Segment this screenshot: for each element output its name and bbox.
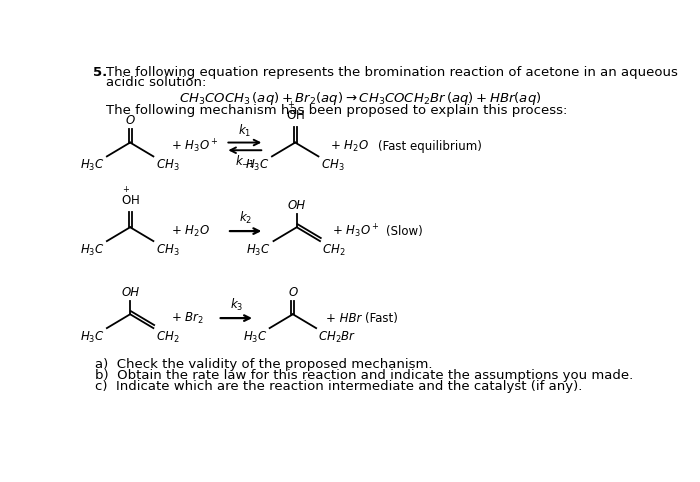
Text: The following equation represents the bromination reaction of acetone in an aque: The following equation represents the br… (106, 66, 678, 79)
Text: + Br$_2$: + Br$_2$ (172, 310, 204, 326)
Text: CH$_2$: CH$_2$ (322, 242, 346, 258)
Text: b)  Obtain the rate law for this reaction and indicate the assumptions you made.: b) Obtain the rate law for this reaction… (95, 369, 634, 382)
Text: $k_{-1}$: $k_{-1}$ (234, 154, 255, 170)
Text: OH: OH (288, 199, 306, 212)
Text: H$_3$C: H$_3$C (243, 330, 267, 345)
Text: + H$_3$O$^+$: + H$_3$O$^+$ (172, 138, 218, 155)
Text: CH$_2$: CH$_2$ (155, 330, 179, 345)
Text: + HBr: + HBr (326, 311, 362, 324)
Text: a)  Check the validity of the proposed mechanism.: a) Check the validity of the proposed me… (95, 358, 433, 371)
Text: acidic solution:: acidic solution: (106, 76, 206, 89)
Text: H$_3$C: H$_3$C (245, 158, 270, 173)
Text: (Slow): (Slow) (386, 225, 423, 238)
Text: (Fast): (Fast) (365, 311, 398, 324)
Text: CH$_3$: CH$_3$ (321, 158, 344, 173)
Text: H$_3$C: H$_3$C (80, 158, 104, 173)
Text: + H$_2$O: + H$_2$O (172, 224, 210, 239)
Text: O: O (288, 286, 298, 299)
Text: H$_3$C: H$_3$C (246, 242, 271, 258)
Text: H$_3$C: H$_3$C (80, 242, 104, 258)
Text: (Fast equilibrium): (Fast equilibrium) (378, 140, 482, 153)
Text: $\overset{+}{\mathrm{O}}$H: $\overset{+}{\mathrm{O}}$H (286, 101, 304, 122)
Text: The following mechanism has been proposed to explain this process:: The following mechanism has been propose… (106, 104, 568, 117)
Text: OH: OH (121, 286, 139, 299)
Text: $\overset{+}{\mathrm{O}}$H: $\overset{+}{\mathrm{O}}$H (120, 186, 139, 207)
Text: $\mathit{CH_3COCH_3\,(aq) + Br_2(aq) \rightarrow CH_3COCH_2Br\,(aq) + HBr(aq)}$: $\mathit{CH_3COCH_3\,(aq) + Br_2(aq) \ri… (179, 90, 542, 107)
Text: CH$_3$: CH$_3$ (155, 158, 179, 173)
Text: O: O (125, 114, 134, 127)
Text: 5.: 5. (93, 66, 107, 79)
Text: c)  Indicate which are the reaction intermediate and the catalyst (if any).: c) Indicate which are the reaction inter… (95, 380, 582, 393)
Text: + H$_2$O: + H$_2$O (330, 139, 369, 154)
Text: $k_1$: $k_1$ (238, 122, 251, 139)
Text: + H$_3$O$^+$: + H$_3$O$^+$ (332, 222, 379, 240)
Text: CH$_2$Br: CH$_2$Br (318, 330, 357, 345)
Text: H$_3$C: H$_3$C (80, 330, 104, 345)
Text: $k_3$: $k_3$ (230, 296, 243, 313)
Text: $k_2$: $k_2$ (239, 210, 252, 226)
Text: CH$_3$: CH$_3$ (155, 242, 179, 258)
